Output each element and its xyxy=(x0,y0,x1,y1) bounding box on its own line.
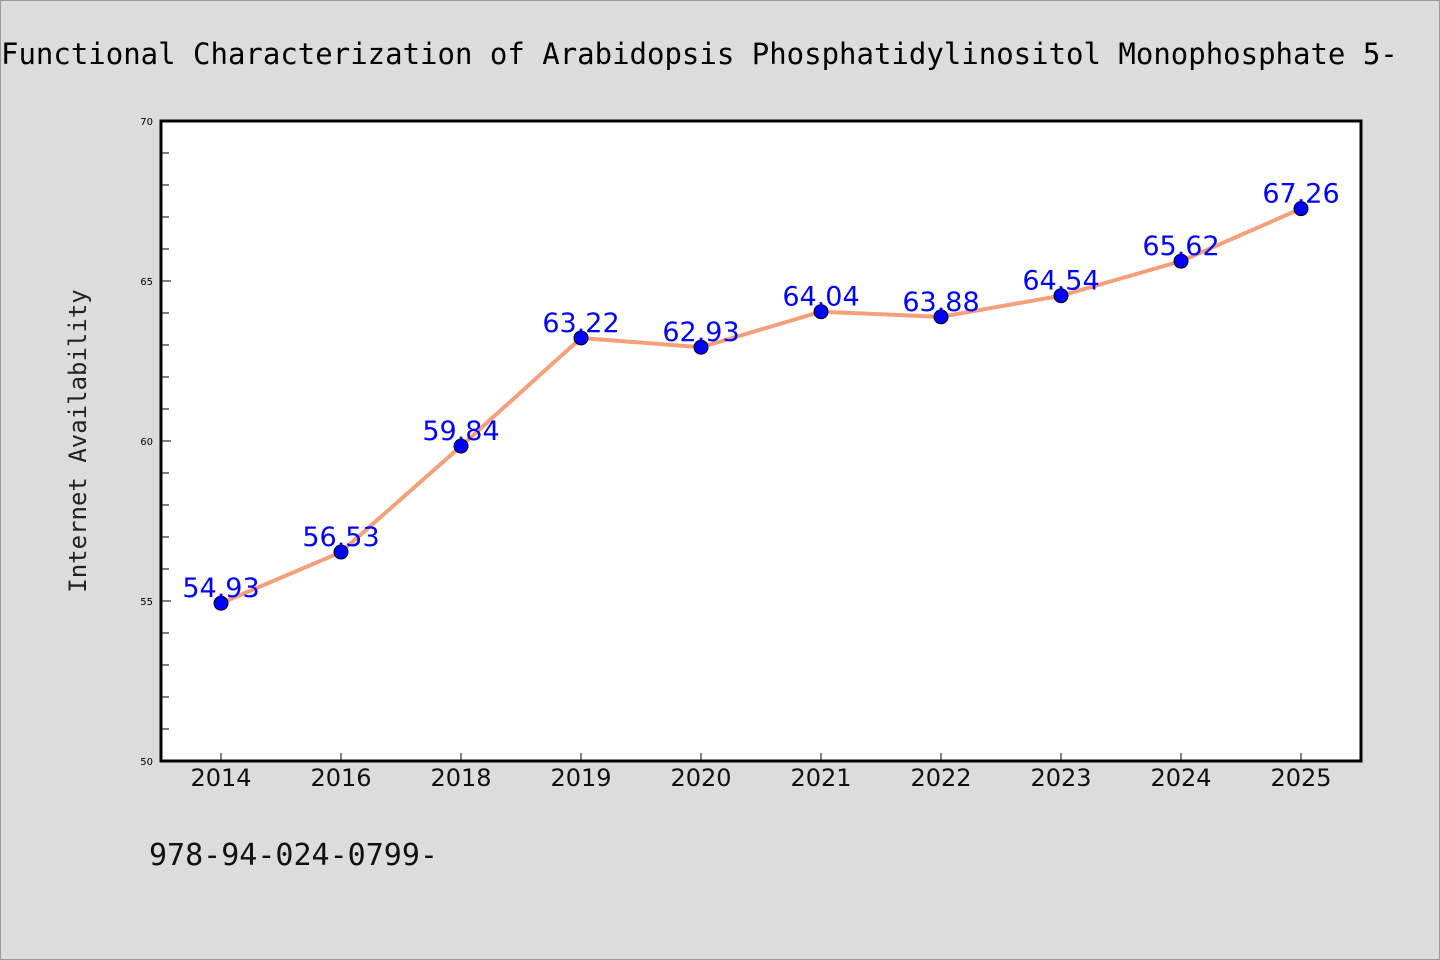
y-axis: 50 55 60 65 70 xyxy=(140,117,171,768)
x-tick-label: 2021 xyxy=(790,764,851,792)
data-label: 56.53 xyxy=(302,522,379,553)
x-tick-label: 2019 xyxy=(550,764,611,792)
x-tick-label: 2020 xyxy=(670,764,731,792)
data-label: 54.93 xyxy=(182,573,259,604)
data-label: 65.62 xyxy=(1142,231,1219,262)
x-tick-label: 2024 xyxy=(1150,764,1211,792)
x-axis: 2014 2016 2018 2019 2020 2021 2022 2023 2024 2025 xyxy=(190,753,1332,792)
data-point xyxy=(693,339,709,355)
chart-title: Functional Characterization of Arabidops… xyxy=(1,37,1398,71)
data-point xyxy=(333,544,349,560)
data-label: 62.93 xyxy=(662,317,739,348)
x-tick-label: 2018 xyxy=(430,764,491,792)
y-axis-label: Internet Availability xyxy=(64,289,92,592)
data-point xyxy=(213,595,229,611)
data-point xyxy=(1293,201,1309,217)
plot-area xyxy=(159,119,1363,763)
x-tick-label: 2016 xyxy=(310,764,371,792)
data-labels: 54.93 56.53 59.84 63.22 62.93 64.04 63.88 64.54… xyxy=(182,179,1339,605)
y-tick-label: 60 xyxy=(140,437,153,448)
data-point xyxy=(933,309,949,325)
data-point xyxy=(1053,288,1069,304)
y-tick-label: 65 xyxy=(140,277,153,288)
data-label: 63.22 xyxy=(542,308,619,339)
x-tick-label: 2023 xyxy=(1030,764,1091,792)
data-label: 59.84 xyxy=(422,416,499,447)
series-line xyxy=(219,206,1303,606)
data-label: 64.04 xyxy=(782,282,859,313)
data-label: 63.88 xyxy=(902,287,979,318)
x-tick-label: 2025 xyxy=(1270,764,1331,792)
data-point xyxy=(1173,253,1189,269)
data-point xyxy=(573,330,589,346)
data-point xyxy=(813,304,829,320)
data-label: 64.54 xyxy=(1022,266,1099,297)
x-tick-label: 2014 xyxy=(190,764,251,792)
x-tick-label: 2022 xyxy=(910,764,971,792)
y-tick-label: 70 xyxy=(140,117,153,128)
y-tick-label: 55 xyxy=(140,597,153,608)
data-label: 67.26 xyxy=(1262,179,1339,210)
data-point xyxy=(453,438,469,454)
footer-text: 978-94-024-0799- xyxy=(149,838,438,873)
data-markers xyxy=(213,201,1309,611)
y-tick-label: 50 xyxy=(140,757,153,768)
